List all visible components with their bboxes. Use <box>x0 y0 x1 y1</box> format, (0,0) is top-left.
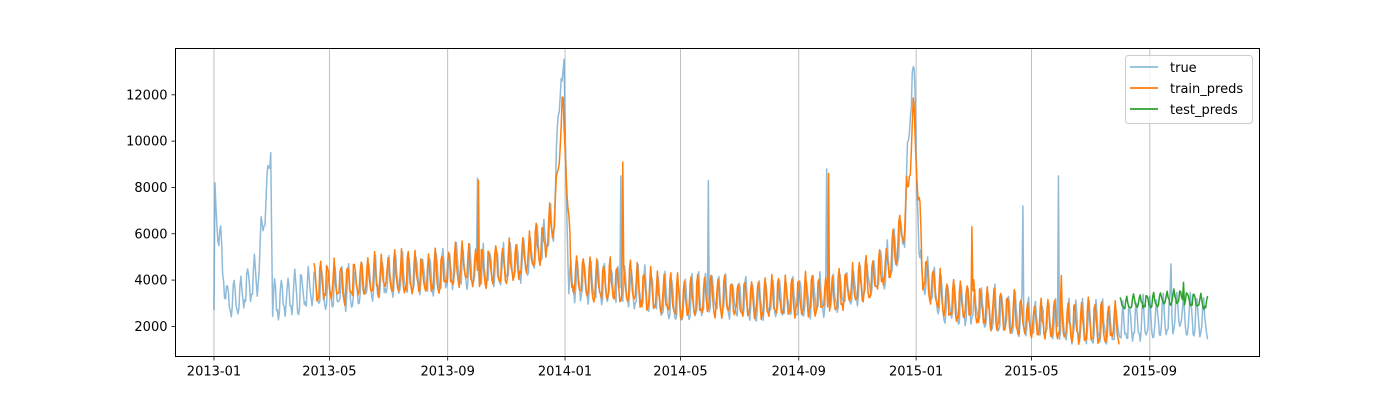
x-tick-label: 2013-09 <box>421 365 475 380</box>
y-tick-label: 4000 <box>134 274 167 289</box>
legend-label-true: true <box>1170 61 1197 76</box>
series-line-test-preds <box>1119 281 1209 311</box>
legend-label-test-preds: test_preds <box>1170 103 1238 118</box>
y-tick-label: 2000 <box>134 320 167 335</box>
x-tick-label: 2013-05 <box>302 365 356 380</box>
y-tick-label: 6000 <box>134 227 167 242</box>
plot-frame <box>175 48 1260 357</box>
x-tick-label: 2014-01 <box>538 365 592 380</box>
x-tick-label: 2015-05 <box>1004 365 1058 380</box>
x-tick-label: 2015-01 <box>889 365 943 380</box>
legend-box <box>1125 55 1253 124</box>
legend: true train_preds test_preds <box>1125 55 1253 124</box>
y-tick-label: 10000 <box>126 135 167 150</box>
y-axis: 2000 4000 6000 8000 10000 12000 <box>126 88 176 335</box>
x-axis: 2013-01 2013-05 2013-09 2014-01 2014-05 2014-… <box>187 356 1177 380</box>
x-tick-label: 2013-01 <box>187 365 241 380</box>
y-tick-label: 8000 <box>134 181 167 196</box>
series-lines <box>213 58 1209 346</box>
x-tick-label: 2014-05 <box>653 365 707 380</box>
x-tick-label: 2014-09 <box>772 365 826 380</box>
legend-label-train-preds: train_preds <box>1170 82 1243 97</box>
series-line-train-preds <box>313 96 1120 346</box>
y-tick-label: 12000 <box>126 88 167 103</box>
x-tick-label: 2015-09 <box>1123 365 1177 380</box>
